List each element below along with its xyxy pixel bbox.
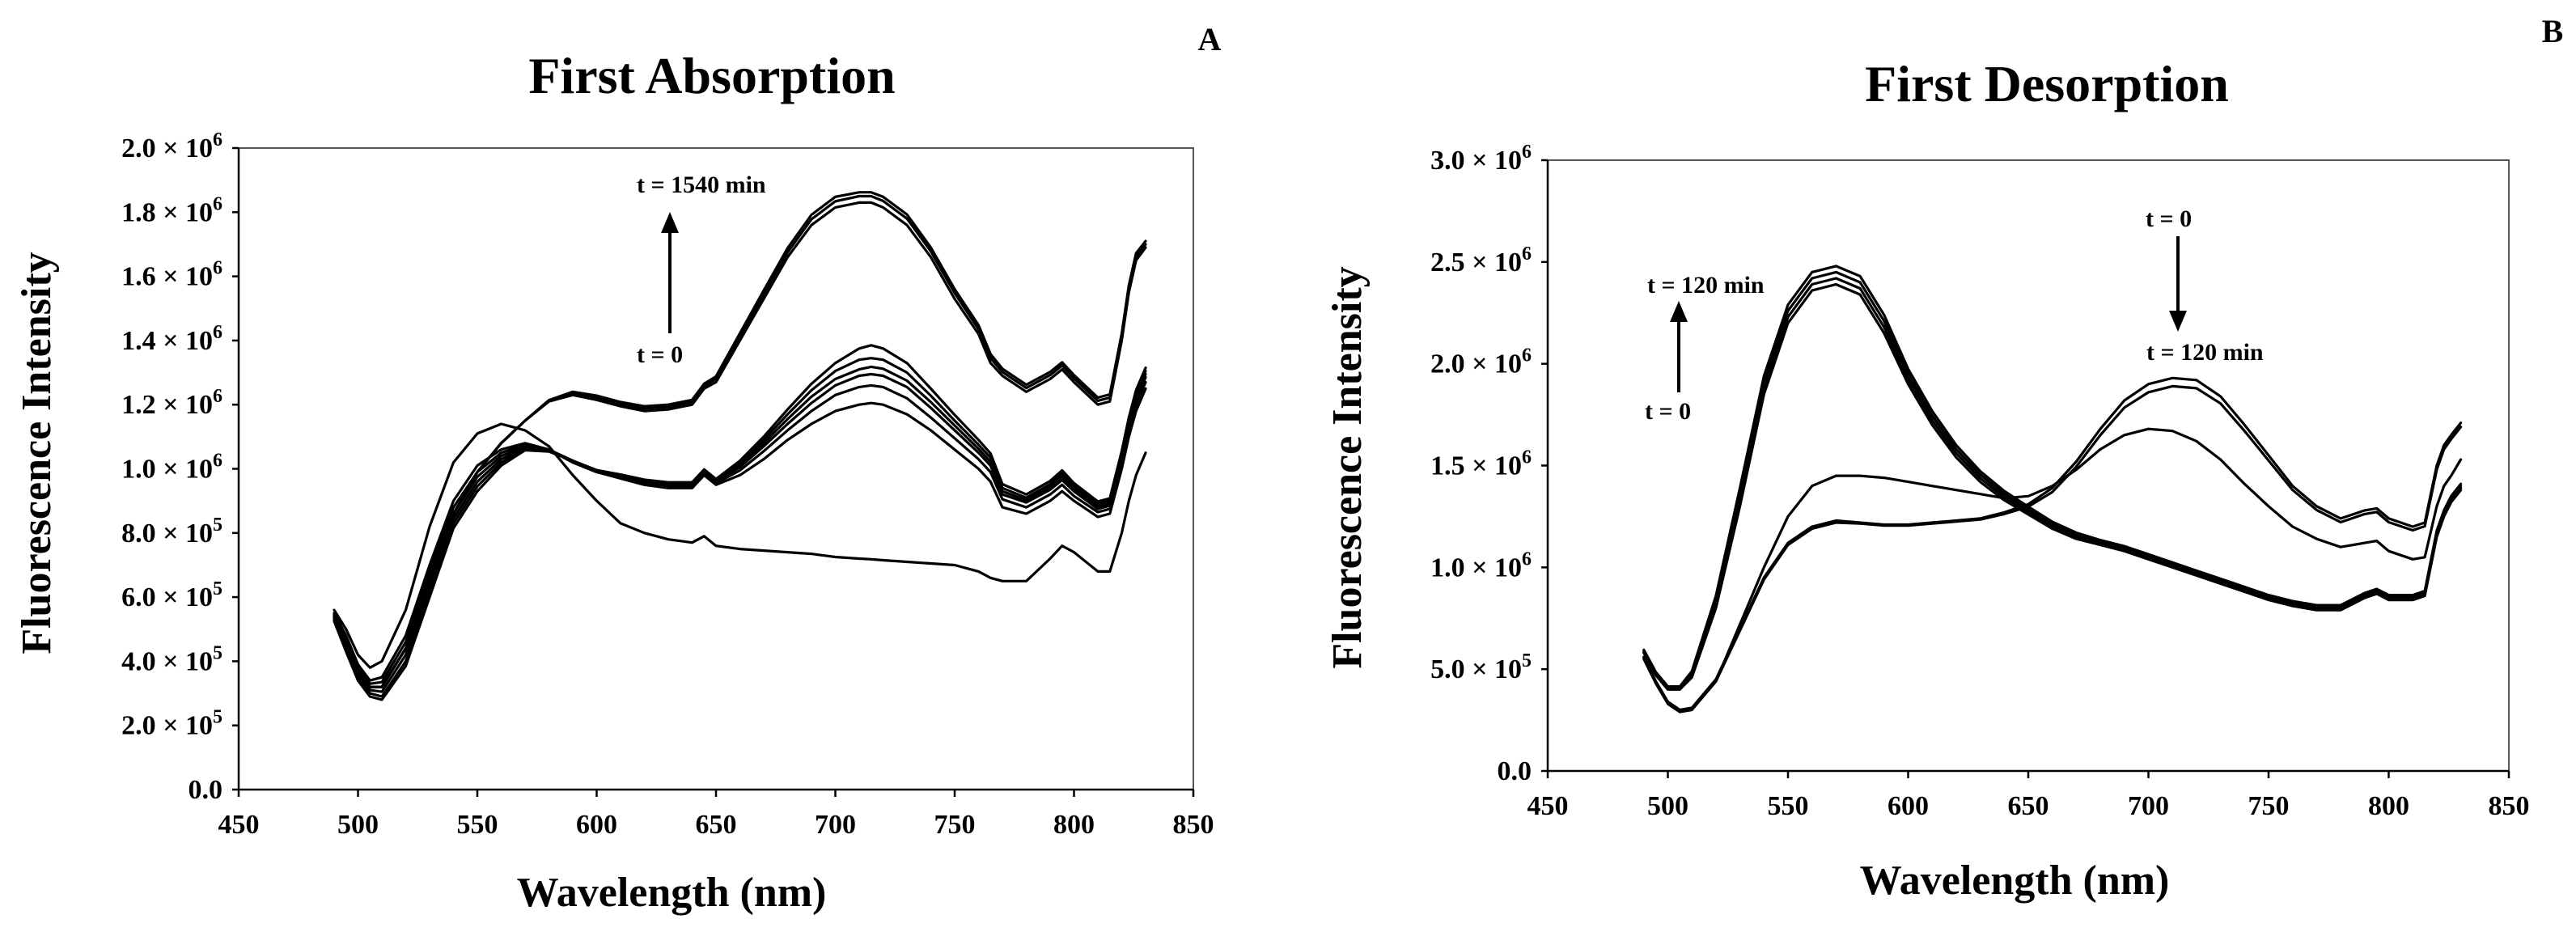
panel-a-x-tick-label: 700 xyxy=(815,810,856,840)
panel-a-x-ticks: 450 500 550 600 650 700 750 800 850 xyxy=(218,790,1214,840)
panel-a-x-tick-label: 550 xyxy=(457,810,498,840)
panel-b-x-tick-label: 650 xyxy=(2008,791,2049,821)
panel-a-y-tick-label: 2.0 × 105 xyxy=(121,707,222,741)
panel-a-series-6-line xyxy=(333,357,1147,698)
panel-a-series-8-line xyxy=(333,201,1147,688)
panel-b-down-arrowhead xyxy=(2169,311,2187,332)
panel-b-x-label: Wavelength (nm) xyxy=(1860,858,2170,904)
panel-b-x-tick-label: 500 xyxy=(1647,791,1688,821)
panel-b-y-tick-label: 1.5 × 106 xyxy=(1430,447,1532,481)
panel-a-y-tick-label: 1.2 × 106 xyxy=(121,386,222,420)
panel-a-x-tick-label: 800 xyxy=(1053,810,1095,840)
panel-a-x-tick-label: 450 xyxy=(218,810,260,840)
panel-a-y-tick-label: 0.0 xyxy=(189,775,223,805)
panel-b-x-ticks: 450 500 550 600 650 700 750 800 850 xyxy=(1527,771,2530,821)
panel-a-y-tick-label: 1.4 × 106 xyxy=(121,322,222,356)
panel-a-y-tick-label: 1.6 × 106 xyxy=(121,258,222,292)
panel-b-annotation-right-bottom: t = 120 min xyxy=(2146,339,2264,366)
panel-a-series-4-line xyxy=(333,372,1147,688)
panel-b-x-tick-label: 750 xyxy=(2248,791,2290,821)
panel-a-y-tick-label: 1.8 × 106 xyxy=(121,193,222,227)
panel-b-y-ticks: 0.0 5.0 × 105 1.0 × 106 1.5 × 106 2.0 × 106 2… xyxy=(1430,142,1548,786)
panel-a-x-tick-label: 850 xyxy=(1173,810,1214,840)
panel-b-series-5-line xyxy=(1642,277,2463,690)
panel-a-x-tick-label: 750 xyxy=(934,810,976,840)
panel-b-y-tick-label: 5.0 × 105 xyxy=(1430,650,1532,684)
panel-a-series-5-line xyxy=(333,365,1147,693)
panel-b-plot-frame xyxy=(1547,159,2510,772)
panel-b-y-tick-label: 3.0 × 106 xyxy=(1430,142,1532,176)
panel-a-series-1-line xyxy=(333,422,1147,669)
panel-b-series-2-line xyxy=(1642,384,2463,713)
panel-a-y-label: Fluorescence Intensity xyxy=(14,252,60,654)
panel-b-series-1-line xyxy=(1642,376,2463,712)
panel-a-x-tick-label: 650 xyxy=(696,810,737,840)
panel-b: First Desorption B 0.0 5.0 × 105 1.0 × 106… xyxy=(1324,13,2563,904)
panel-b-x-tick-label: 850 xyxy=(2489,791,2530,821)
panel-b-y-tick-label: 0.0 xyxy=(1498,756,1532,786)
panel-b-series-7-line xyxy=(1642,265,2463,688)
panel-b-letter: B xyxy=(2542,13,2564,49)
panel-b-x-tick-label: 450 xyxy=(1527,791,1569,821)
panel-a-y-tick-label: 6.0 × 105 xyxy=(121,578,222,612)
panel-a-series-10-line xyxy=(333,191,1147,688)
panel-a-up-arrowhead xyxy=(661,212,679,233)
panel-b-y-label: Fluorescence Intensity xyxy=(1324,266,1371,668)
panel-a-title: First Absorption xyxy=(528,47,895,104)
panel-a-annotation-bottom: t = 0 xyxy=(637,341,683,368)
panel-a-curves xyxy=(333,191,1147,701)
panel-a-y-tick-label: 4.0 × 105 xyxy=(121,642,222,676)
panel-b-x-tick-label: 550 xyxy=(1768,791,1809,821)
panel-a-y-ticks: 0.0 2.0 × 105 4.0 × 105 6.0 × 105 8.0 × 105 1… xyxy=(121,129,239,805)
panel-b-x-tick-label: 600 xyxy=(1888,791,1929,821)
panel-a-plot-frame xyxy=(238,147,1194,790)
panel-b-y-tick-label: 1.0 × 106 xyxy=(1430,548,1532,582)
panel-a-x-label: Wavelength (nm) xyxy=(517,870,827,916)
panel-a-letter: A xyxy=(1198,21,1222,57)
panel-b-curves xyxy=(1642,265,2463,714)
panel-b-annotation-right-top: t = 0 xyxy=(2146,205,2192,232)
panel-a-series-3-line xyxy=(333,380,1147,685)
panel-b-y-tick-label: 2.0 × 106 xyxy=(1430,345,1532,379)
panel-a-annotation-top: t = 1540 min xyxy=(637,172,766,198)
panel-b-up-arrowhead xyxy=(1670,301,1688,322)
panel-b-annotation-left-top: t = 120 min xyxy=(1647,272,1765,299)
panel-a-y-tick-label: 2.0 × 106 xyxy=(121,129,222,163)
panel-a-x-tick-label: 600 xyxy=(576,810,617,840)
panel-b-y-tick-label: 2.5 × 106 xyxy=(1430,244,1532,277)
panel-a-y-tick-label: 8.0 × 105 xyxy=(121,515,222,548)
panel-a-series-2-line xyxy=(333,387,1147,682)
panel-a-series-9-line xyxy=(333,194,1147,688)
panel-b-annotation-left-bottom: t = 0 xyxy=(1645,398,1691,425)
panel-a-series-7-line xyxy=(333,344,1147,701)
panel-b-title: First Desorption xyxy=(1865,55,2229,112)
panel-a-x-tick-label: 500 xyxy=(337,810,379,840)
panel-a: First Absorption A 0.0 2.0 × 105 4.0 × 105… xyxy=(14,21,1222,916)
panel-b-x-tick-label: 700 xyxy=(2128,791,2169,821)
panel-b-series-6-line xyxy=(1642,270,2463,689)
panel-b-series-3-line xyxy=(1642,427,2463,714)
panel-a-y-tick-label: 1.0 × 106 xyxy=(121,451,222,485)
panel-b-x-tick-label: 800 xyxy=(2368,791,2409,821)
